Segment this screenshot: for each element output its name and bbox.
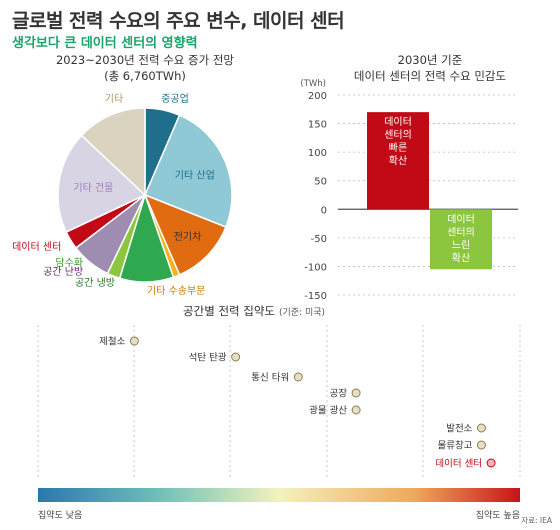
pie-subtitle: (총 6,760TWh) (104, 69, 186, 83)
bar-label: 데이터 (447, 213, 475, 225)
pie-slice (143, 193, 227, 276)
bar-label: 센터의 (384, 129, 412, 141)
intensity-point (351, 405, 361, 415)
bar (367, 112, 429, 210)
pie-title: 2023~2030년 전력 수요 증가 전망 (56, 53, 234, 67)
bar-y-tick: -50 (311, 234, 327, 245)
intensity-point (293, 372, 303, 382)
bar-title: 2030년 기준 (398, 53, 463, 67)
pie-slice (144, 114, 233, 229)
pie-slice (57, 134, 147, 234)
intensity-point-label: 물류창고 (437, 441, 472, 452)
pie-slice-label: 데이터 센터 (12, 241, 61, 253)
bar (430, 209, 492, 270)
pie-slice-label: 전기차 (174, 231, 202, 243)
intensity-point-label: 공장 (330, 389, 348, 400)
intensity-point (351, 388, 361, 398)
intensity-point-label: 데이터 센터 (435, 459, 482, 470)
bar-label: 확산 (452, 252, 470, 264)
bar-y-tick: 0 (321, 205, 327, 216)
page-title: 글로벌 전력 수요의 주요 변수, 데이터 센터 (12, 10, 345, 32)
intensity-point-label: 석탄 탄광 (189, 352, 227, 364)
pie-slice-label: 기타 건물 (73, 182, 113, 194)
intensity-point (476, 423, 486, 433)
intensity-gradient-bar (38, 488, 520, 502)
bar-y-tick: 200 (308, 91, 327, 102)
pie-slice-label: 기타 산업 (175, 168, 215, 181)
intensity-point (486, 458, 496, 468)
intensity-point-label: 통신 타워 (251, 373, 289, 384)
bar-y-tick: 50 (314, 177, 327, 188)
intensity-title-note: (기준: 미국) (279, 307, 325, 318)
bar-y-unit: (TWh) (300, 79, 326, 89)
bar-y-tick: 150 (308, 120, 327, 131)
bar-chart: 2030년 기준 데이터 센터의 전력 수요 민감도 (TWh) 200 150 1… (300, 53, 518, 302)
intensity-point-label: 제철소 (99, 337, 125, 348)
bar-y-tick: -150 (304, 291, 327, 302)
bar-y-tick: -100 (304, 262, 327, 273)
bar-label: 데이터 (384, 116, 412, 128)
intensity-point-label: 발전소 (446, 424, 472, 435)
bar-label: 느린 (452, 239, 470, 251)
bar-subtitle: 데이터 센터의 전력 수요 민감도 (354, 69, 506, 83)
pie-slice-label: 기타 수송부문 (147, 285, 205, 297)
pie-slice-label: 중공업 (161, 92, 189, 105)
intensity-point (231, 352, 241, 362)
pie-slice-label: 담수화 (55, 257, 83, 269)
bar-y-tick: 100 (308, 148, 327, 159)
pie-slice-label: 공간 냉방 (75, 277, 115, 289)
intensity-low-label: 집약도 낮음 (38, 509, 82, 521)
intensity-point (129, 336, 139, 346)
intensity-title: 공간별 전력 집약도 (183, 304, 275, 318)
bar-label: 빠른 (389, 142, 407, 154)
intensity-point (476, 440, 486, 450)
pie-chart: 2023~2030년 전력 수요 증가 전망 (총 6,760TWh) 중공업기… (12, 53, 234, 297)
source-note: 자료: IEA (521, 516, 553, 525)
pie-slice (80, 107, 146, 197)
intensity-point-label: 광물 광산 (309, 405, 347, 417)
pie-slice-label: 공간 난방 (43, 266, 83, 278)
bar-label: 확산 (389, 155, 407, 167)
pie-slice-label: 기타 (105, 93, 123, 105)
page-subtitle: 생각보다 큰 데이터 센터의 영향력 (12, 36, 198, 51)
intensity-high-label: 집약도 높음 (476, 509, 520, 521)
bar-label: 센터의 (447, 226, 475, 238)
